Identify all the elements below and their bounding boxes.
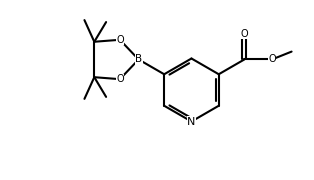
Text: O: O <box>268 55 276 64</box>
Text: O: O <box>241 29 248 39</box>
Text: N: N <box>187 116 196 127</box>
Text: O: O <box>116 35 124 45</box>
Text: B: B <box>135 55 142 64</box>
Text: O: O <box>116 74 124 84</box>
